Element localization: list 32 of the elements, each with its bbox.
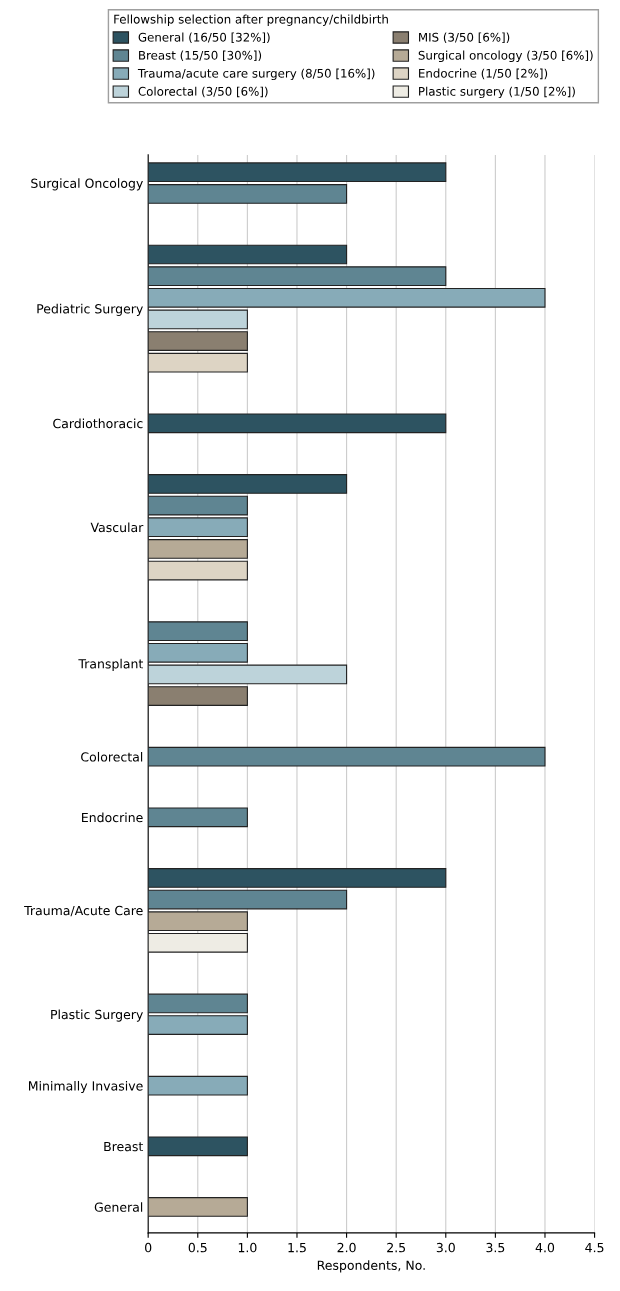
legend-label: General (16/50 [32%]) (138, 32, 270, 44)
y-tick-label: General (94, 1202, 143, 1212)
x-tick-label: 2.5 (387, 1242, 406, 1253)
legend-label: Endocrine (1/50 [2%]) (419, 68, 548, 80)
legend-label: Plastic surgery (1/50 [2%]) (419, 86, 575, 99)
x-tick-label: 1.5 (288, 1243, 306, 1253)
y-tick-label: Plastic Surgery (51, 1009, 143, 1022)
legend-label: Surgical oncology (3/50 [6%]) (418, 50, 593, 62)
y-tick-label: Vascular (90, 522, 144, 533)
y-tick-label: Breast (104, 1141, 144, 1152)
legend-label: MIS (3/50 [6%]) (419, 32, 510, 44)
x-tick-label: 2.0 (337, 1242, 356, 1253)
y-tick-label: Surgical Oncology (31, 178, 143, 191)
y-tick-label: Transplant (78, 658, 144, 671)
x-tick-label: 4.5 (585, 1243, 604, 1253)
x-tick-label: 1.0 (238, 1242, 257, 1253)
y-tick-label: Cardiothoracic (53, 418, 143, 429)
x-tick-label: 4.0 (535, 1242, 555, 1253)
x-tick-label: 3.5 (486, 1242, 505, 1253)
y-tick-label: Trauma/Acute Care (24, 905, 143, 917)
legend-label: Breast (15/50 [30%]) (139, 50, 262, 62)
x-tick-label: 3.0 (436, 1242, 455, 1253)
x-tick-label: 0 (145, 1242, 152, 1253)
y-tick-label: Colorectal (81, 751, 143, 762)
x-tick-label: 0.5 (188, 1242, 207, 1253)
y-tick-label: Minimally Invasive (29, 1080, 143, 1094)
y-tick-label: Pediatric Surgery (37, 303, 143, 316)
x-axis-title: Respondents, No. (317, 1260, 425, 1273)
y-tick-label: Endocrine (82, 812, 143, 823)
legend-label: Trauma/acute care surgery (8/50 [16%]) (137, 68, 375, 81)
legend-label: Colorectal (3/50 [6%]) (138, 86, 268, 98)
legend-title: Fellowship selection after pregnancy/childbirth (114, 14, 388, 26)
